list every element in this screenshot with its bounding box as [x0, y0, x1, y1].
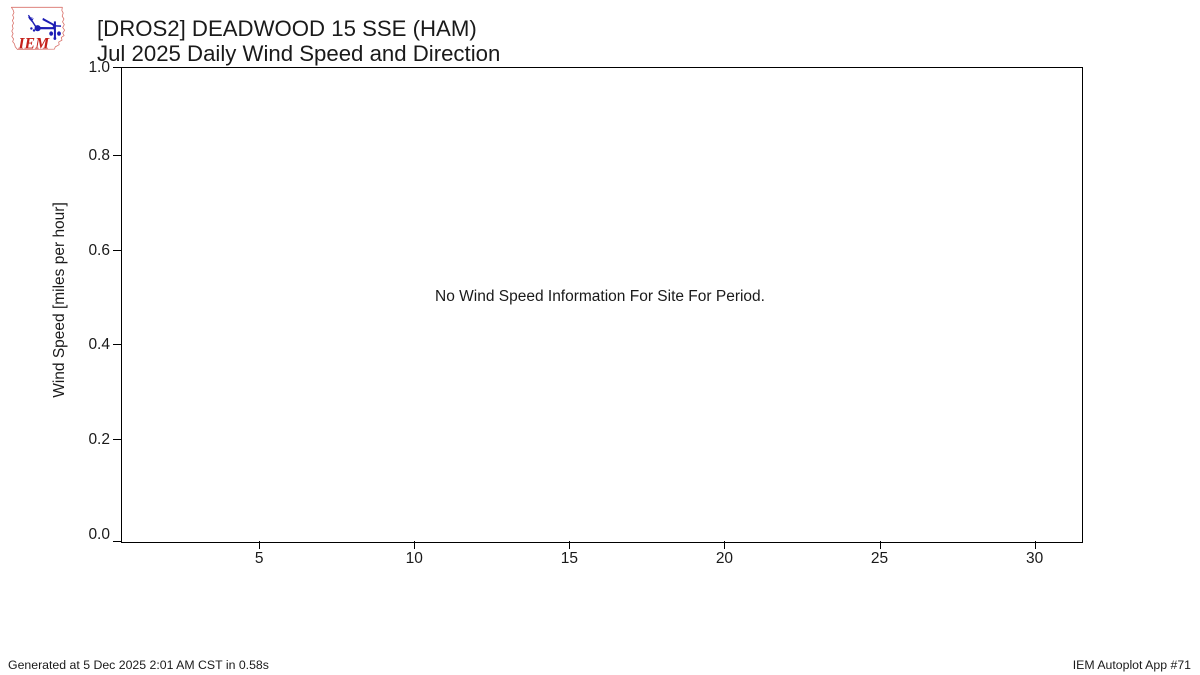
- svg-text:IEM: IEM: [17, 36, 50, 53]
